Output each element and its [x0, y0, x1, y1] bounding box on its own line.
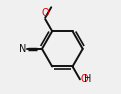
Text: O: O — [41, 8, 49, 18]
Text: H: H — [84, 74, 91, 84]
Text: N: N — [19, 44, 27, 54]
Text: O: O — [80, 74, 88, 84]
